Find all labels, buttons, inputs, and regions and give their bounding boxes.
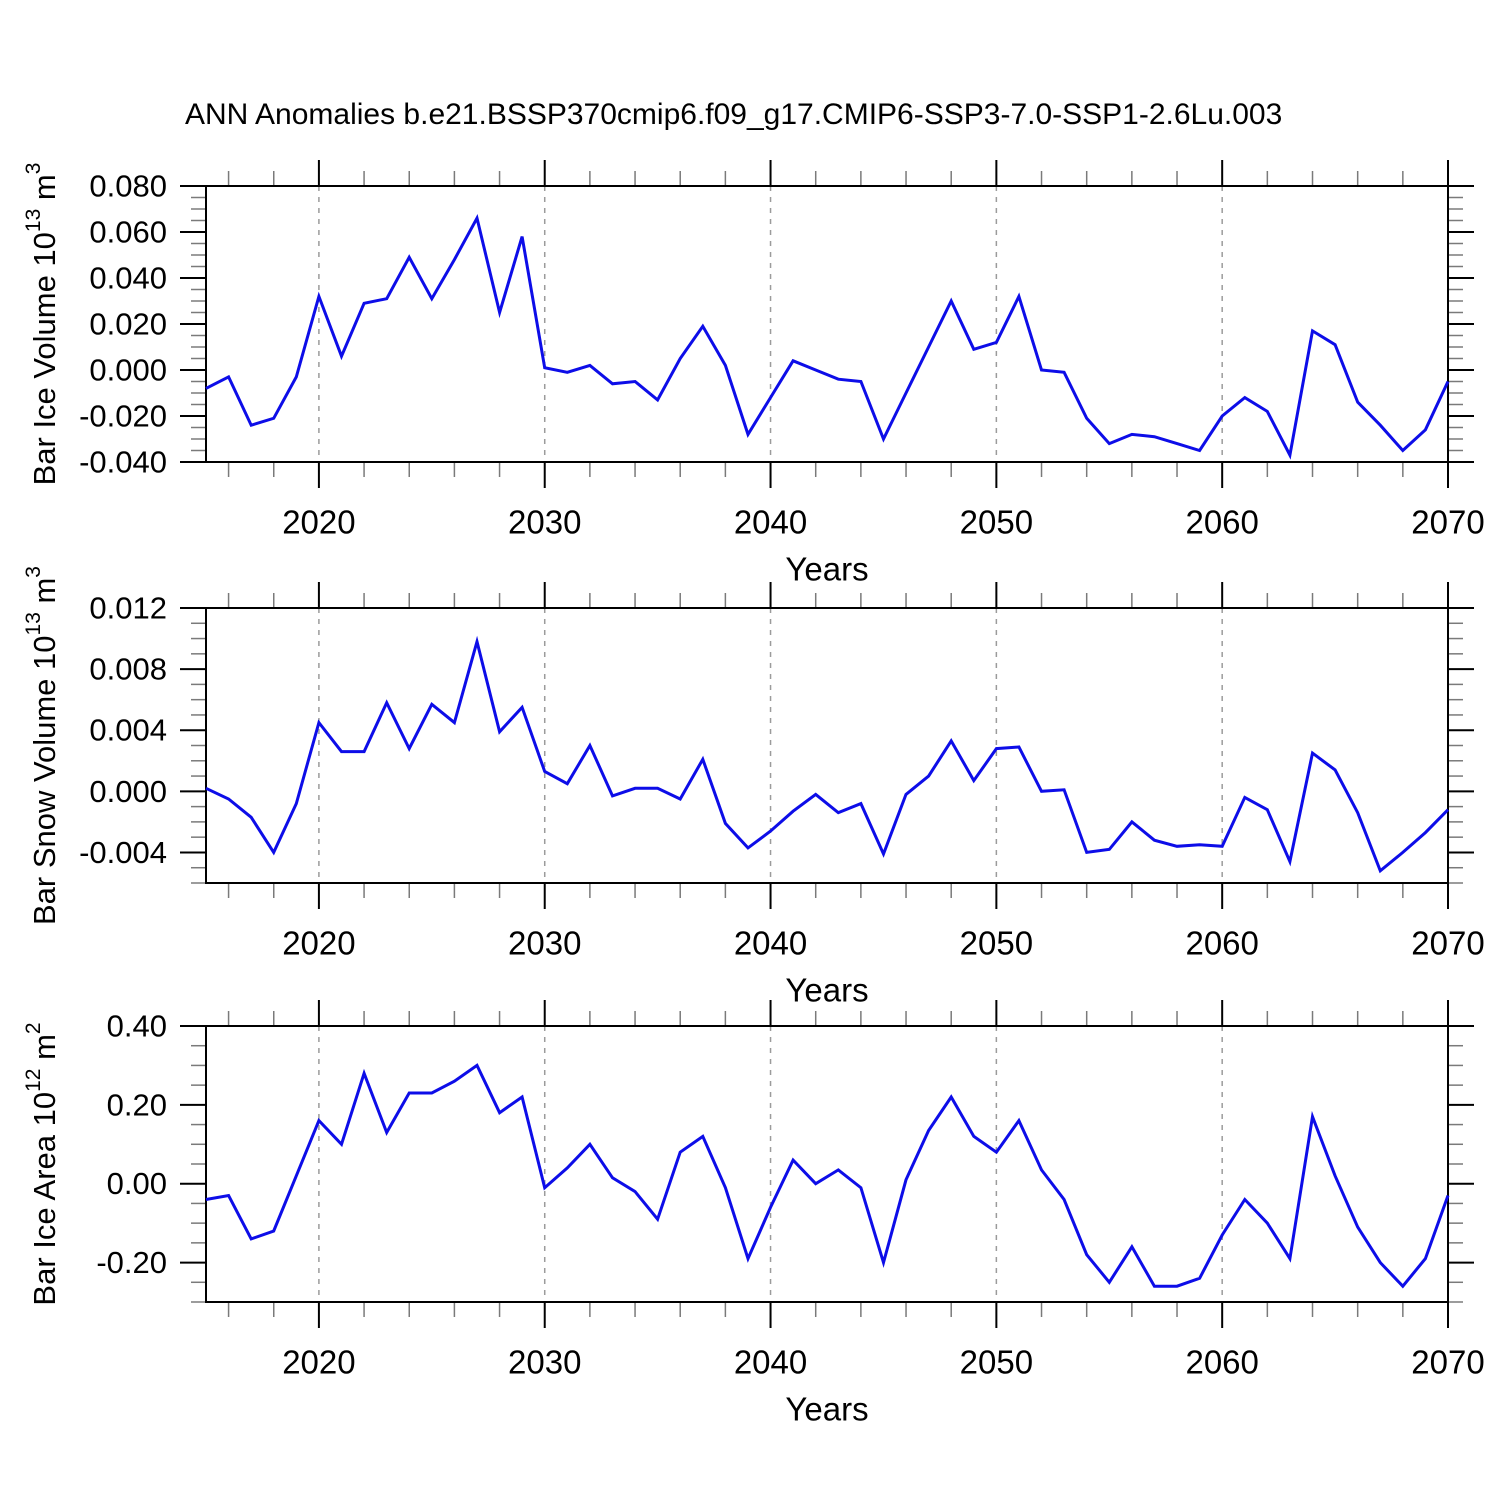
snow-volume-xtick-label: 2060 (1185, 925, 1258, 962)
snow-volume-ytick-label: 0.012 (89, 591, 167, 626)
ice-volume-ytick-label: 0.080 (89, 169, 167, 204)
snow-volume-panel: 2020 2030 2040 2050 2060 2070 0.012 0.008 0.004 0… (22, 566, 1485, 1009)
ice-area-xtick-label: 2030 (508, 1344, 581, 1381)
ice-volume-line (205, 214, 1450, 460)
snow-volume-ytick-label: 0.008 (89, 652, 167, 687)
ice-area-xaxis-title: Years (785, 1391, 868, 1428)
ice-area-ytick-label: 0.00 (107, 1166, 167, 1201)
snow-volume-xtick-label: 2020 (282, 925, 355, 962)
snow-volume-ytick-label: 0.000 (89, 774, 167, 809)
ice-area-plot-border (205, 1025, 1449, 1303)
ice-volume-yaxis-title: Bar Ice Volume 1013 m3 (22, 163, 62, 486)
snow-volume-xtick-label: 2050 (960, 925, 1033, 962)
snow-volume-line (205, 635, 1450, 874)
ice-volume-xtick-label: 2020 (282, 504, 355, 541)
snow-volume-yaxis-title: Bar Snow Volume 1013 m3 (22, 566, 62, 925)
ice-volume-xaxis-title: Years (785, 551, 868, 588)
ice-area-line (205, 1063, 1450, 1289)
ice-area-xtick-label: 2060 (1185, 1344, 1258, 1381)
snow-volume-xtick-label: 2070 (1411, 925, 1484, 962)
snow-volume-xtick-label: 2040 (734, 925, 807, 962)
ice-volume-xtick-label: 2050 (960, 504, 1033, 541)
snow-volume-xtick-label: 2030 (508, 925, 581, 962)
ice-volume-xtick-label: 2040 (734, 504, 807, 541)
ice-volume-ytick-label: -0.040 (79, 445, 167, 480)
snow-volume-plot-border (205, 607, 1449, 884)
snow-volume-xaxis-title: Years (785, 972, 868, 1009)
ice-volume-xtick-label: 2070 (1411, 504, 1484, 541)
ice-volume-xtick-label: 2060 (1185, 504, 1258, 541)
ice-volume-ytick-label: 0.000 (89, 353, 167, 388)
ice-volume-ytick-label: 0.060 (89, 215, 167, 250)
ice-volume-panel: 2020 2030 2040 2050 2060 2070 0.080 0.060 0.040 0… (22, 160, 1485, 588)
ice-volume-ytick-label: 0.040 (89, 261, 167, 296)
ice-area-xtick-label: 2040 (734, 1344, 807, 1381)
ice-volume-plot-border (205, 185, 1449, 463)
ice-area-xtick-label: 2070 (1411, 1344, 1484, 1381)
ice-volume-ytick-label: -0.020 (79, 399, 167, 434)
ice-area-ytick-label: 0.40 (107, 1009, 167, 1044)
snow-volume-ytick-label: -0.004 (79, 835, 167, 870)
chart-title: ANN Anomalies b.e21.BSSP370cmip6.f09_g17… (185, 98, 1283, 131)
ice-volume-xtick-label: 2030 (508, 504, 581, 541)
ice-area-ytick-label: -0.20 (96, 1245, 167, 1280)
snow-volume-ytick-label: 0.004 (89, 713, 167, 748)
ice-area-xtick-label: 2020 (282, 1344, 355, 1381)
ice-volume-ytick-label: 0.020 (89, 307, 167, 342)
ice-area-yaxis-title: Bar Ice Area 1012 m2 (22, 1022, 62, 1305)
ice-area-xtick-label: 2050 (960, 1344, 1033, 1381)
ice-area-ytick-label: 0.20 (107, 1087, 167, 1122)
ice-area-panel: 2020 2030 2040 2050 2060 2070 0.40 0.20 0.00 -0.2… (22, 1000, 1485, 1428)
